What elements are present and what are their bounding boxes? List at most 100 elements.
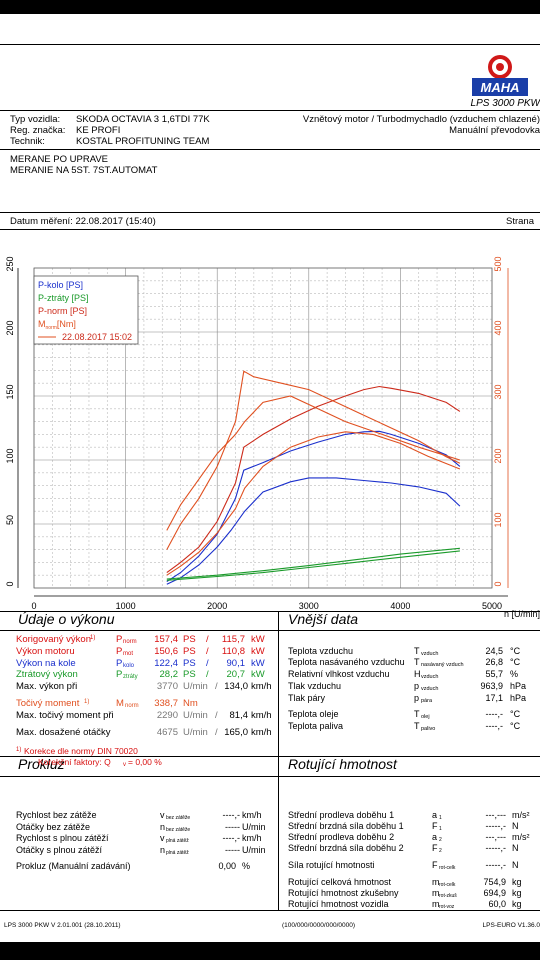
section-rule-2 — [0, 630, 540, 631]
ext-row-symbol: T — [414, 721, 420, 731]
curve-line — [166, 547, 460, 580]
perf-row-note: 1) — [90, 635, 96, 641]
torque-note: 1) — [84, 699, 90, 705]
header-rule — [0, 110, 540, 111]
torque-value: 338,7 — [154, 698, 178, 709]
perf-row-ps: 28,2 — [159, 669, 179, 681]
ext-row-value: 55,7 — [485, 669, 503, 679]
section-rule-4 — [0, 776, 540, 777]
ext-row-unit: % — [510, 669, 519, 679]
reg-value: KE PROFI — [76, 125, 121, 136]
max_power-rpm: 3770 — [156, 681, 178, 693]
coast-row-value: ----,- — [222, 810, 241, 820]
max_power-rpm-unit: U/min — [183, 681, 208, 693]
rot-row-label: Rotující celková hmotnost — [288, 877, 392, 887]
perf-row-ps: 122,4 — [154, 657, 178, 669]
rot-row-symbol: a — [432, 810, 438, 820]
gearbox-type: Manuální převodovka — [449, 125, 540, 136]
ext-row-sub: palivo — [421, 726, 436, 732]
x-tick-label: 1000 — [116, 601, 136, 611]
torque-sub: norm — [125, 703, 139, 709]
x-tick-label: 2000 — [207, 601, 227, 611]
ext-row-unit: °C — [510, 709, 521, 719]
ext-row-sub: vzduch — [421, 674, 439, 680]
coast-row-sub: bez zátěže — [166, 815, 191, 821]
date-rule-bottom — [0, 229, 540, 230]
measure-date: Datum měření: 22.08.2017 (15:40) — [10, 216, 156, 227]
y-left-tick-label: 50 — [5, 515, 15, 525]
coast-row-label: Otáčky bez zátěže — [16, 821, 91, 832]
correction-standard: Korekce dle normy DIN 70020 — [24, 746, 138, 757]
rot-row-label: Střední brzdná síla doběhu 1 — [288, 821, 404, 831]
type-label: Typ vozidla: — [10, 114, 61, 125]
rot-row-sub: 2 — [439, 837, 442, 843]
ext-row-symbol: p — [414, 681, 420, 691]
torque-label: Točivý moment — [16, 698, 80, 709]
ext-row-value: 963,9 — [480, 681, 503, 691]
perf-row-subscript: kolo — [123, 662, 135, 669]
rot-title: Rotující hmotnost — [288, 756, 397, 772]
perf-row-symbol: P — [116, 645, 123, 657]
perf-row-kw-unit: kW — [251, 645, 265, 657]
perf-row-kw-unit: kW — [251, 669, 265, 681]
y-left-tick-label: 200 — [5, 320, 15, 335]
coast-row-value: ----- — [225, 821, 240, 832]
tech-value: KOSTAL PROFITUNING TEAM — [76, 136, 210, 147]
maha-logo: MAHA — [470, 54, 530, 98]
rot-row-label: Rotující hmotnost vozidla — [288, 899, 389, 909]
slip-manual-value: 0,00 — [218, 861, 236, 871]
rot-row-value: ---,--- — [485, 832, 506, 842]
coast-row-unit: km/h — [242, 810, 262, 820]
max_torque-label: Max. točivý moment při — [16, 709, 114, 721]
perf-row-sep: / — [206, 634, 209, 645]
type-value: SKODA OCTAVIA 3 1,6TDI 77K — [76, 114, 210, 125]
rot-row-value: -----,- — [485, 860, 506, 870]
plot-frame — [33, 267, 493, 589]
perf-row-kw: 115,7 — [221, 634, 245, 645]
ext-row-label: Teplota nasávaného vzduchu — [288, 657, 405, 667]
note-line-2: MERANIE NA 5ST. 7ST.AUTOMAT — [10, 165, 158, 176]
perf-title: Údaje o výkonu — [18, 611, 115, 627]
slip-manual-unit: % — [242, 861, 251, 871]
ext-row-label: Teplota vzduchu — [288, 646, 354, 656]
legend-m-symbol: M — [38, 319, 46, 329]
legend-p-kolo: P-kolo [PS] — [38, 280, 83, 290]
correction-factors: Korekční faktory: Q — [38, 757, 111, 768]
perf-row-label: Výkon na kole — [16, 657, 76, 669]
curve-line — [166, 477, 461, 585]
perf-row-ps-unit: PS — [183, 645, 196, 657]
perf-row-ps-unit: PS — [183, 657, 196, 669]
correction-sub: v — [123, 762, 126, 769]
chart-legend: P-kolo [PS] P-ztráty [PS] P-norm [PS] Mn… — [33, 275, 139, 345]
y-left-tick-label: 250 — [5, 256, 15, 271]
x-tick-label: 0 — [31, 601, 36, 611]
y-right-tick-label: 100 — [493, 512, 503, 527]
perf-row-kw: 110,8 — [221, 645, 245, 657]
max_torque-rpm: 2290 — [156, 709, 178, 721]
rot-row-value: 60,0 — [488, 899, 506, 909]
rot-row-unit: kg — [512, 899, 522, 909]
coast-row-sub: plná zátěž — [166, 838, 189, 844]
x-tick-label: 4000 — [390, 601, 410, 611]
perf-row-sep: / — [206, 669, 209, 681]
coast-row-sub: bez zátěže — [166, 826, 191, 833]
ext-row-unit: °C — [510, 721, 521, 731]
rot-row-unit: N — [512, 843, 519, 853]
dyno-report-page: MAHA LPS 3000 PKW Typ vozidla: SKODA OCT… — [0, 14, 540, 942]
max_torque-sep: / — [215, 709, 218, 721]
section-rule-3 — [0, 756, 540, 757]
legend-p-norm: P-norm [PS] — [38, 306, 87, 316]
coast-row-symbol: n — [160, 821, 166, 832]
legend-m-norm: Mnorm[Nm] — [38, 319, 76, 331]
rot-row-sub: 1 — [439, 826, 442, 832]
legend-m-sub: norm — [46, 325, 57, 331]
footer-center: (100/000/0000/000/0000) — [282, 922, 356, 929]
coast-row-unit: km/h — [242, 833, 262, 843]
rot-row-symbol: F — [432, 821, 438, 831]
rot-row-unit: kg — [512, 888, 522, 898]
perf-row-ps: 157,4 — [154, 634, 178, 645]
ext-row-label: Teplota paliva — [288, 721, 344, 731]
rot-row-value: -----,- — [485, 843, 506, 853]
max_power-speed-unit: km/h — [251, 681, 272, 693]
max_rpm-rpm: 4675 — [156, 726, 178, 738]
